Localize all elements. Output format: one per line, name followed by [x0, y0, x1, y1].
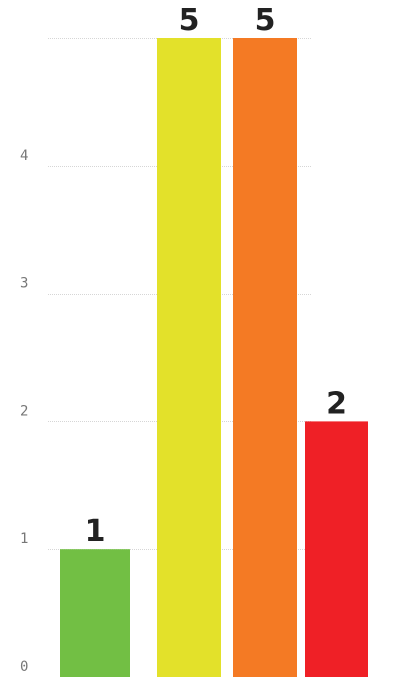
- bar-3: [233, 38, 297, 677]
- y-tick-label-3: 3: [20, 276, 28, 292]
- bar-1: [60, 549, 130, 677]
- data-labels: 15 52: [85, 3, 347, 549]
- bar-value-label-4: 2: [326, 386, 347, 421]
- y-tick-label-2: 2: [20, 403, 28, 419]
- y-tick-label-1: 1: [20, 531, 28, 547]
- bar-value-label-2: 5: [179, 3, 200, 38]
- y-axis: 0 1 2 3 4: [20, 148, 28, 675]
- bar-value-label-3: 5: [255, 3, 276, 38]
- bar-2: [157, 38, 221, 677]
- bar-value-label-1: 1: [85, 514, 106, 549]
- bars: [60, 38, 368, 677]
- y-tick-label-4: 4: [20, 148, 28, 164]
- bar-4: [305, 421, 368, 677]
- y-tick-label-0: 0: [20, 659, 28, 675]
